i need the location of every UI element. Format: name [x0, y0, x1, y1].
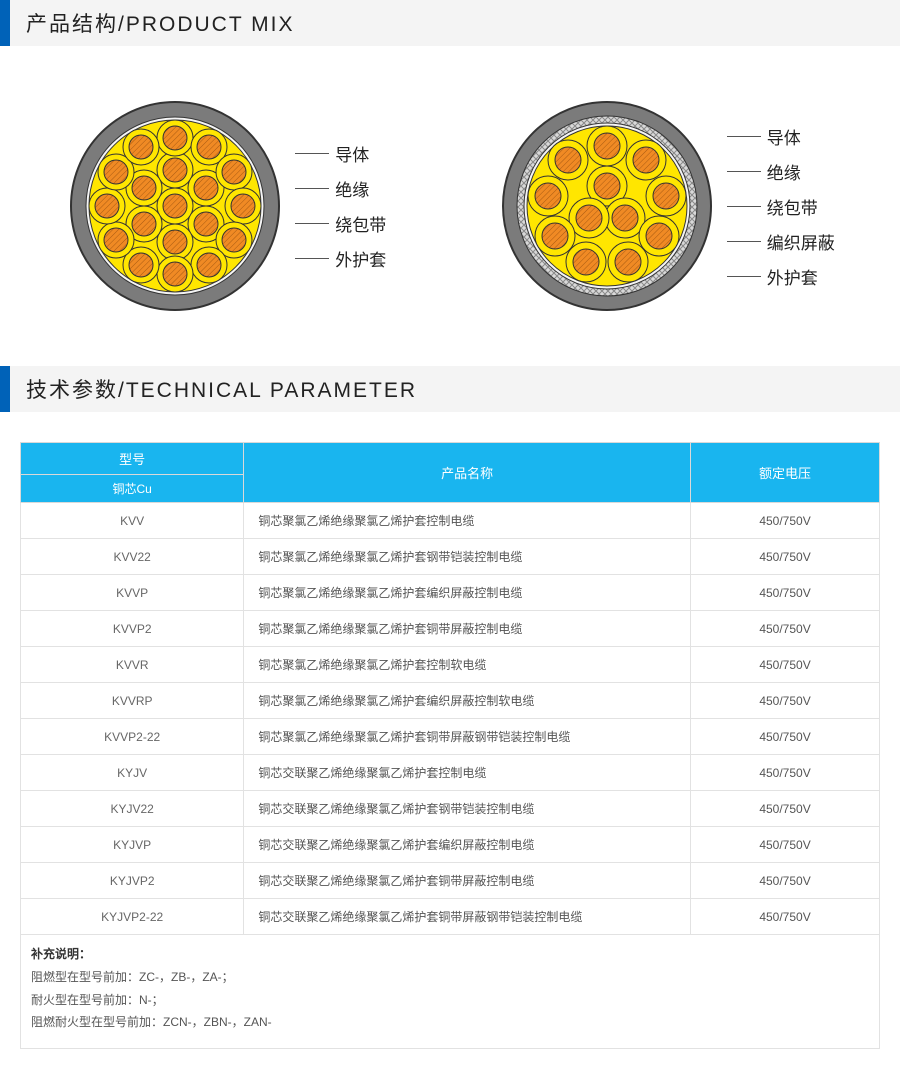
cell-model: KVVP2	[21, 611, 244, 647]
cell-model: KYJVP	[21, 827, 244, 863]
table-row: KVVR铜芯聚氯乙烯绝缘聚氯乙烯护套控制软电缆450/750V	[21, 647, 880, 683]
label-tape: 绕包带	[727, 194, 835, 219]
cable-cross-section-a-icon	[65, 96, 285, 316]
th-voltage: 额定电压	[691, 443, 880, 503]
section-title: 产品结构/PRODUCT MIX	[10, 0, 294, 46]
cell-model: KVV	[21, 503, 244, 539]
th-model-sub: 铜芯Cu	[21, 475, 244, 503]
cell-name: 铜芯交联聚乙烯绝缘聚氯乙烯护套钢带铠装控制电缆	[244, 791, 691, 827]
spec-table: 型号 产品名称 额定电压 铜芯Cu KVV铜芯聚氯乙烯绝缘聚氯乙烯护套控制电缆4…	[20, 442, 880, 935]
cell-voltage: 450/750V	[691, 539, 880, 575]
cell-name: 铜芯聚氯乙烯绝缘聚氯乙烯护套钢带铠装控制电缆	[244, 539, 691, 575]
table-row: KYJVP2铜芯交联聚乙烯绝缘聚氯乙烯护套铜带屏蔽控制电缆450/750V	[21, 863, 880, 899]
cell-name: 铜芯交联聚乙烯绝缘聚氯乙烯护套铜带屏蔽钢带铠装控制电缆	[244, 899, 691, 935]
th-model: 型号	[21, 443, 244, 475]
cell-name: 铜芯聚氯乙烯绝缘聚氯乙烯护套铜带屏蔽控制电缆	[244, 611, 691, 647]
cell-model: KYJV	[21, 755, 244, 791]
notes-line: 耐火型在型号前加：N-；	[31, 989, 869, 1012]
cell-name: 铜芯聚氯乙烯绝缘聚氯乙烯护套控制软电缆	[244, 647, 691, 683]
accent-bar	[0, 0, 10, 46]
cell-voltage: 450/750V	[691, 791, 880, 827]
cell-voltage: 450/750V	[691, 719, 880, 755]
cell-name: 铜芯聚氯乙烯绝缘聚氯乙烯护套控制电缆	[244, 503, 691, 539]
label-insulation: 绝缘	[295, 176, 386, 201]
table-row: KYJVP铜芯交联聚乙烯绝缘聚氯乙烯护套编织屏蔽控制电缆450/750V	[21, 827, 880, 863]
notes-line: 阻燃型在型号前加：ZC-，ZB-，ZA-；	[31, 966, 869, 989]
cell-model: KVV22	[21, 539, 244, 575]
table-row: KVVP2铜芯聚氯乙烯绝缘聚氯乙烯护套铜带屏蔽控制电缆450/750V	[21, 611, 880, 647]
notes-title: 补充说明：	[31, 943, 869, 966]
cell-model: KYJV22	[21, 791, 244, 827]
label-insulation: 绝缘	[727, 159, 835, 184]
cable-diagram-a: 导体 绝缘 绕包带 外护套	[65, 96, 386, 316]
table-row: KVV铜芯聚氯乙烯绝缘聚氯乙烯护套控制电缆450/750V	[21, 503, 880, 539]
notes-line: 阻燃耐火型在型号前加：ZCN-，ZBN-，ZAN-	[31, 1011, 869, 1034]
diagram-row: 导体 绝缘 绕包带 外护套	[0, 76, 900, 366]
cell-name: 铜芯聚氯乙烯绝缘聚氯乙烯护套编织屏蔽控制电缆	[244, 575, 691, 611]
cell-model: KVVP2-22	[21, 719, 244, 755]
label-tape: 绕包带	[295, 211, 386, 236]
cell-voltage: 450/750V	[691, 899, 880, 935]
table-row: KYJV铜芯交联聚乙烯绝缘聚氯乙烯护套控制电缆450/750V	[21, 755, 880, 791]
cell-voltage: 450/750V	[691, 647, 880, 683]
section-title: 技术参数/TECHNICAL PARAMETER	[10, 366, 417, 412]
notes-block: 补充说明： 阻燃型在型号前加：ZC-，ZB-，ZA-； 耐火型在型号前加：N-；…	[20, 935, 880, 1049]
cell-model: KYJVP2-22	[21, 899, 244, 935]
cell-model: KVVP	[21, 575, 244, 611]
cell-voltage: 450/750V	[691, 611, 880, 647]
label-jacket: 外护套	[727, 264, 835, 289]
cell-voltage: 450/750V	[691, 755, 880, 791]
table-row: KYJVP2-22铜芯交联聚乙烯绝缘聚氯乙烯护套铜带屏蔽钢带铠装控制电缆450/…	[21, 899, 880, 935]
section-header-product-mix: 产品结构/PRODUCT MIX	[0, 0, 900, 46]
table-row: KYJV22铜芯交联聚乙烯绝缘聚氯乙烯护套钢带铠装控制电缆450/750V	[21, 791, 880, 827]
th-name: 产品名称	[244, 443, 691, 503]
cell-voltage: 450/750V	[691, 683, 880, 719]
cell-name: 铜芯交联聚乙烯绝缘聚氯乙烯护套编织屏蔽控制电缆	[244, 827, 691, 863]
section-header-technical-parameter: 技术参数/TECHNICAL PARAMETER	[0, 366, 900, 412]
cell-voltage: 450/750V	[691, 503, 880, 539]
accent-bar	[0, 366, 10, 412]
table-row: KVV22铜芯聚氯乙烯绝缘聚氯乙烯护套钢带铠装控制电缆450/750V	[21, 539, 880, 575]
table-row: KVVP铜芯聚氯乙烯绝缘聚氯乙烯护套编织屏蔽控制电缆450/750V	[21, 575, 880, 611]
cell-model: KYJVP2	[21, 863, 244, 899]
cable-diagram-b: 导体 绝缘 绕包带 编织屏蔽 外护套	[497, 96, 835, 316]
table-row: KVVP2-22铜芯聚氯乙烯绝缘聚氯乙烯护套铜带屏蔽钢带铠装控制电缆450/75…	[21, 719, 880, 755]
diagram-a-labels: 导体 绝缘 绕包带 外护套	[295, 131, 386, 281]
label-shield: 编织屏蔽	[727, 229, 835, 254]
table-row: KVVRP铜芯聚氯乙烯绝缘聚氯乙烯护套编织屏蔽控制软电缆450/750V	[21, 683, 880, 719]
label-conductor: 导体	[295, 141, 386, 166]
label-jacket: 外护套	[295, 246, 386, 271]
cell-name: 铜芯聚氯乙烯绝缘聚氯乙烯护套铜带屏蔽钢带铠装控制电缆	[244, 719, 691, 755]
cell-name: 铜芯聚氯乙烯绝缘聚氯乙烯护套编织屏蔽控制软电缆	[244, 683, 691, 719]
cell-model: KVVR	[21, 647, 244, 683]
cell-name: 铜芯交联聚乙烯绝缘聚氯乙烯护套铜带屏蔽控制电缆	[244, 863, 691, 899]
label-conductor: 导体	[727, 124, 835, 149]
cell-model: KVVRP	[21, 683, 244, 719]
cable-cross-section-b-icon	[497, 96, 717, 316]
cell-voltage: 450/750V	[691, 575, 880, 611]
spec-table-container: 型号 产品名称 额定电压 铜芯Cu KVV铜芯聚氯乙烯绝缘聚氯乙烯护套控制电缆4…	[0, 442, 900, 1069]
cell-voltage: 450/750V	[691, 827, 880, 863]
cell-voltage: 450/750V	[691, 863, 880, 899]
diagram-b-labels: 导体 绝缘 绕包带 编织屏蔽 外护套	[727, 114, 835, 299]
cell-name: 铜芯交联聚乙烯绝缘聚氯乙烯护套控制电缆	[244, 755, 691, 791]
